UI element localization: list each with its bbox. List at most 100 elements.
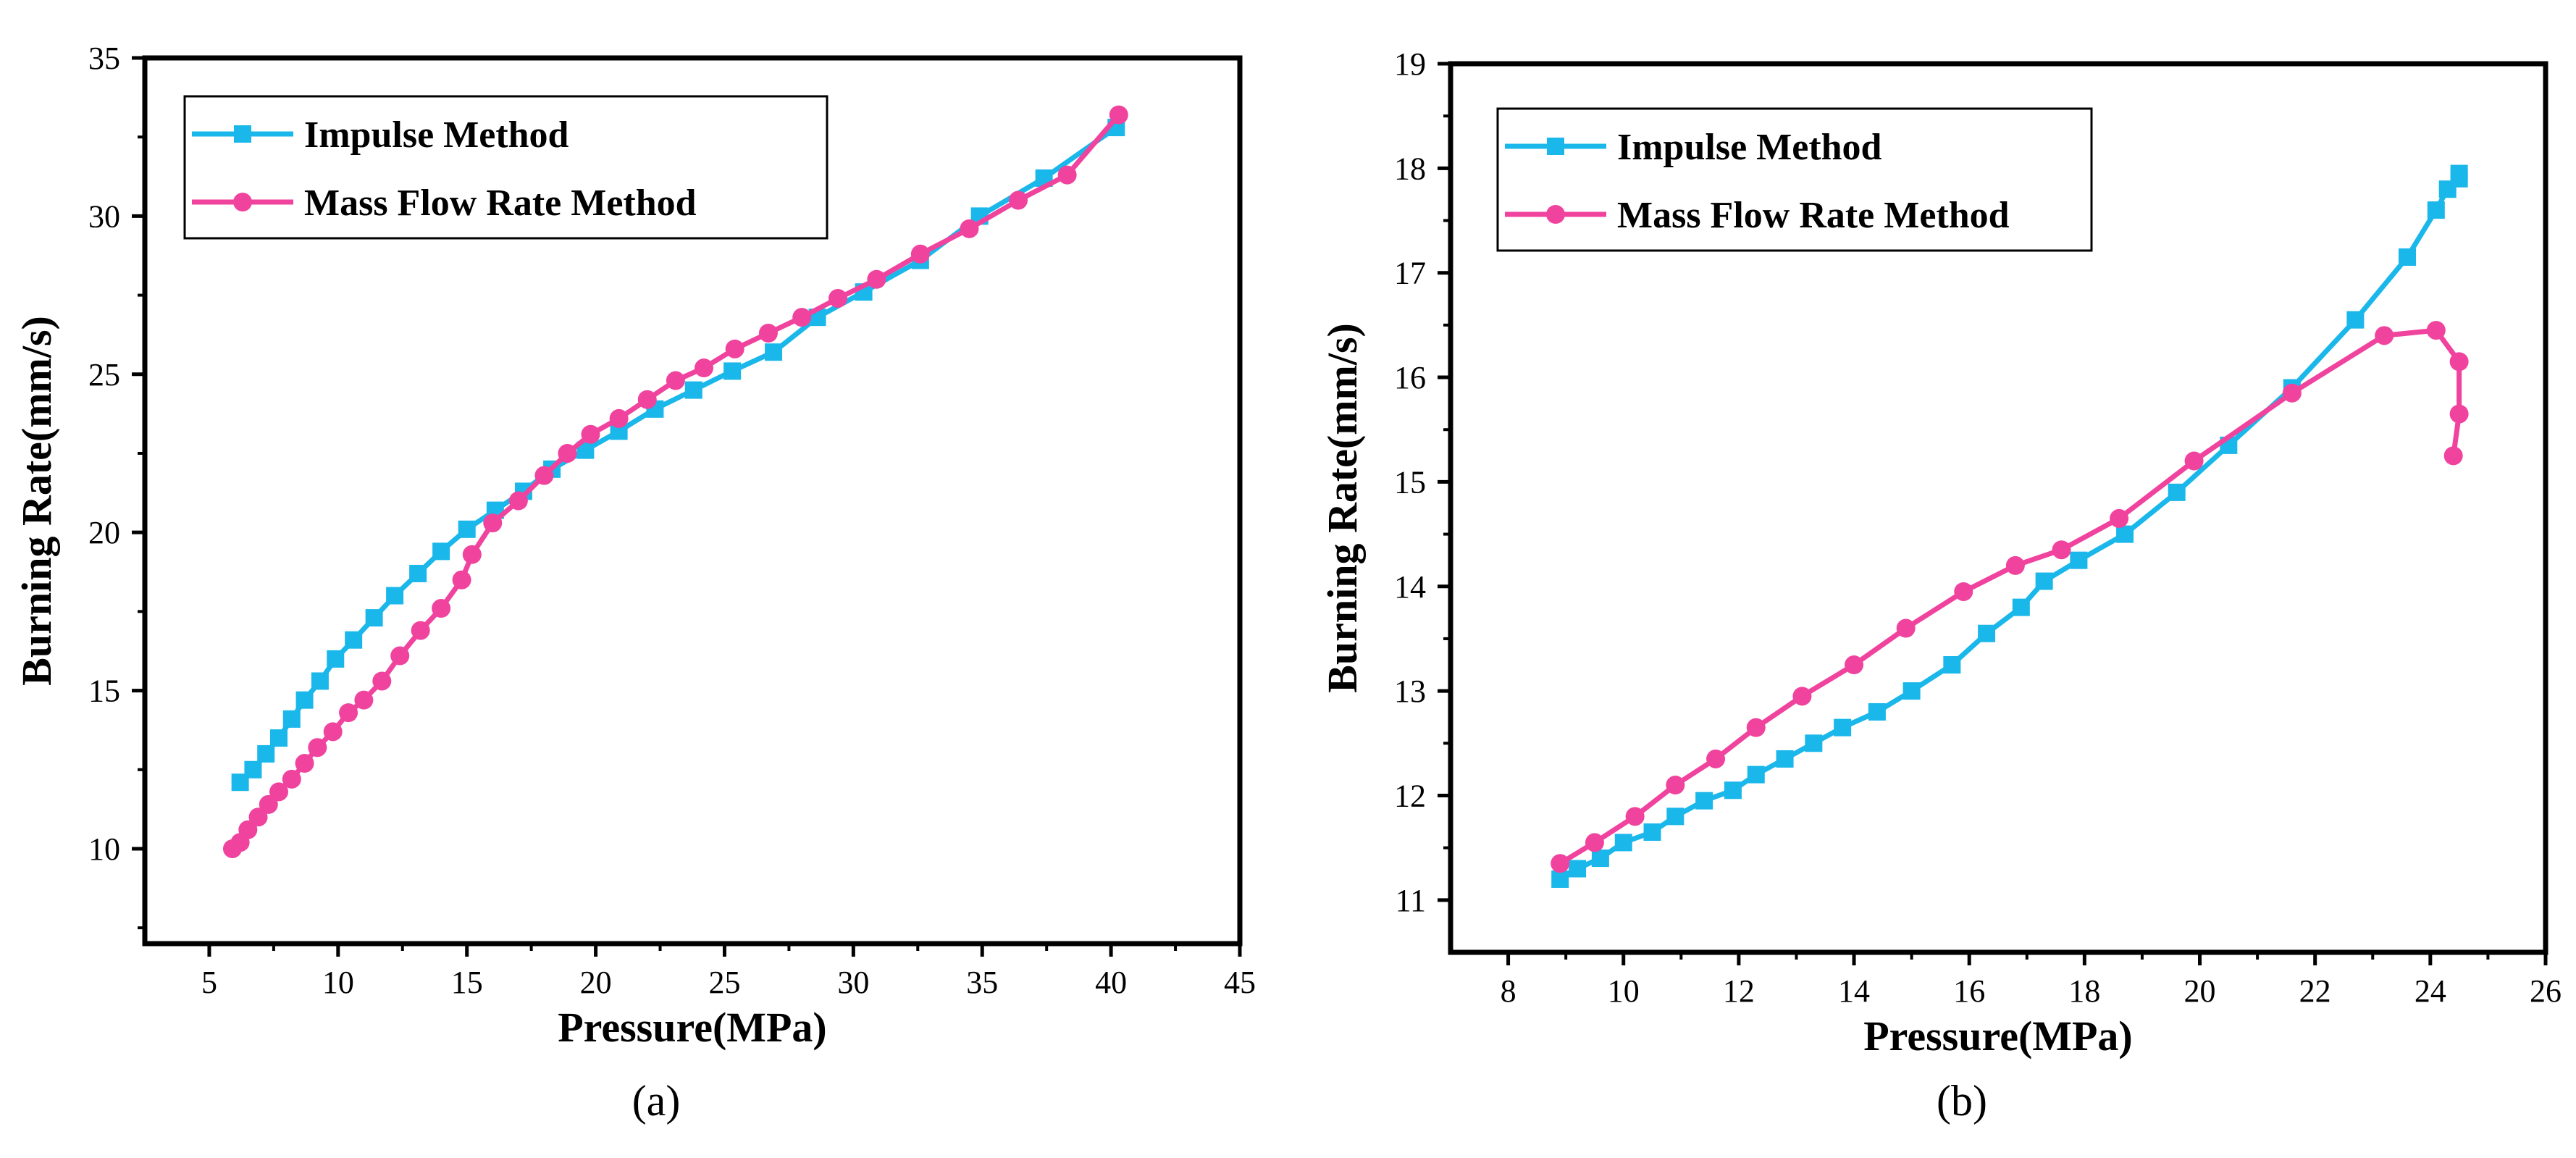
data-point-square	[1902, 682, 1921, 700]
data-point-circle	[2375, 326, 2394, 345]
data-point-square	[1776, 750, 1794, 768]
y-tick-label: 14	[1394, 569, 1426, 605]
data-point-circle	[508, 491, 528, 511]
data-point-circle	[558, 443, 577, 463]
x-tick-label: 16	[1953, 973, 1985, 1009]
series-impulse-method	[231, 119, 1125, 792]
data-point-square	[1724, 781, 1742, 800]
data-point-square	[1747, 765, 1765, 784]
x-axis-label: Pressure(MPa)	[1863, 1012, 2133, 1060]
data-point-square	[2035, 572, 2053, 590]
data-point-square	[1805, 734, 1823, 752]
data-point-square	[2012, 598, 2030, 616]
data-point-circle	[1057, 165, 1077, 185]
y-tick-label: 16	[1394, 360, 1426, 395]
data-point-circle	[2282, 383, 2302, 403]
data-point-circle	[339, 703, 358, 723]
legend-label: Impulse Method	[304, 114, 569, 156]
x-tick-label: 10	[322, 965, 354, 1000]
data-point-circle	[666, 371, 685, 390]
series-line	[1558, 327, 2462, 866]
data-point-circle	[867, 269, 886, 289]
data-point-circle	[259, 794, 278, 814]
x-tick-label: 15	[451, 965, 483, 1000]
data-point-square	[365, 609, 383, 627]
x-tick-label: 8	[1501, 973, 1516, 1009]
data-point-circle	[2110, 508, 2129, 528]
data-point-circle	[1551, 854, 1570, 873]
data-point-circle	[1666, 776, 1685, 795]
data-point-square	[269, 729, 288, 747]
data-point-square	[1551, 870, 1569, 888]
legend: Impulse Method Mass Flow Rate Method	[183, 95, 828, 240]
data-point-square	[1943, 656, 1961, 674]
data-point-square	[1614, 834, 1632, 852]
data-point-circle	[792, 308, 812, 327]
series-mass-flow-rate-method	[1551, 321, 2469, 873]
x-tick-label: 12	[1723, 973, 1755, 1009]
data-point-square	[244, 760, 262, 779]
legend-label: Mass Flow Rate Method	[304, 182, 697, 224]
legend-marker-circle	[233, 193, 252, 211]
chart-panel-a: 5 10 15 20 25 30 35 40 45 10 15 20 25 30 35 Pressure(MP…	[13, 41, 1256, 1125]
data-point-circle	[432, 599, 451, 618]
legend-marker-square	[1547, 138, 1564, 155]
data-point-square	[2070, 551, 2088, 569]
data-point-circle	[2426, 321, 2446, 340]
plot-frame	[142, 55, 1243, 947]
data-point-circle	[1109, 105, 1128, 125]
chart-panel-b: 8 10 12 14 16 18 20 22 24 26 11 12 13 14 15 16 17 18 19 Pre…	[1319, 46, 2562, 1125]
data-point-circle	[581, 424, 600, 444]
y-tick-label: 13	[1394, 674, 1426, 709]
data-point-circle	[910, 244, 930, 264]
data-point-square	[1569, 860, 1587, 878]
data-point-circle	[695, 358, 714, 378]
data-point-square	[2168, 483, 2186, 501]
legend-entry: Mass Flow Rate Method	[1505, 195, 2010, 236]
data-point-circle	[1009, 190, 1028, 210]
data-point-circle	[483, 513, 503, 533]
x-tick-label: 45	[1224, 965, 1256, 1000]
data-point-circle	[390, 646, 410, 666]
y-tick-label: 35	[88, 41, 120, 76]
data-point-circle	[308, 738, 327, 758]
panel-label: (b)	[1937, 1077, 1987, 1125]
data-point-square	[458, 520, 476, 538]
data-point-circle	[2005, 555, 2025, 575]
data-point-circle	[248, 807, 268, 827]
data-point-square	[2346, 311, 2365, 329]
legend-marker-circle	[1546, 205, 1565, 224]
data-point-square	[2399, 248, 2417, 267]
legend-label: Mass Flow Rate Method	[1617, 195, 2010, 236]
data-point-circle	[960, 219, 979, 238]
legend-box	[1496, 107, 2093, 252]
data-point-circle	[1585, 833, 1604, 852]
y-tick-label: 25	[88, 357, 120, 393]
data-point-square	[1978, 624, 1996, 642]
data-point-circle	[2443, 446, 2463, 466]
x-tick-label: 10	[1608, 973, 1640, 1009]
x-tick-label: 35	[966, 965, 998, 1000]
x-tick-label: 26	[2530, 973, 2562, 1009]
panel-label: (a)	[632, 1077, 681, 1125]
data-point-square	[311, 672, 329, 690]
data-point-circle	[372, 671, 392, 691]
data-point-circle	[323, 722, 343, 742]
data-point-circle	[1896, 618, 1916, 638]
data-point-square	[684, 381, 702, 399]
x-tick-label: 20	[2184, 973, 2216, 1009]
data-point-square	[409, 564, 427, 582]
data-point-square	[327, 650, 345, 668]
y-tick-label: 30	[88, 198, 120, 234]
data-point-square	[295, 691, 314, 709]
data-point-circle	[295, 754, 314, 773]
y-tick-label: 18	[1394, 151, 1426, 186]
data-point-circle	[269, 782, 288, 802]
x-tick-label: 24	[2415, 973, 2446, 1009]
x-tick-label: 22	[2299, 973, 2331, 1009]
data-point-square	[432, 542, 450, 561]
data-point-circle	[1954, 582, 1973, 601]
data-point-circle	[637, 390, 657, 409]
data-point-circle	[1792, 687, 1812, 706]
series-impulse-method	[1551, 164, 2468, 888]
